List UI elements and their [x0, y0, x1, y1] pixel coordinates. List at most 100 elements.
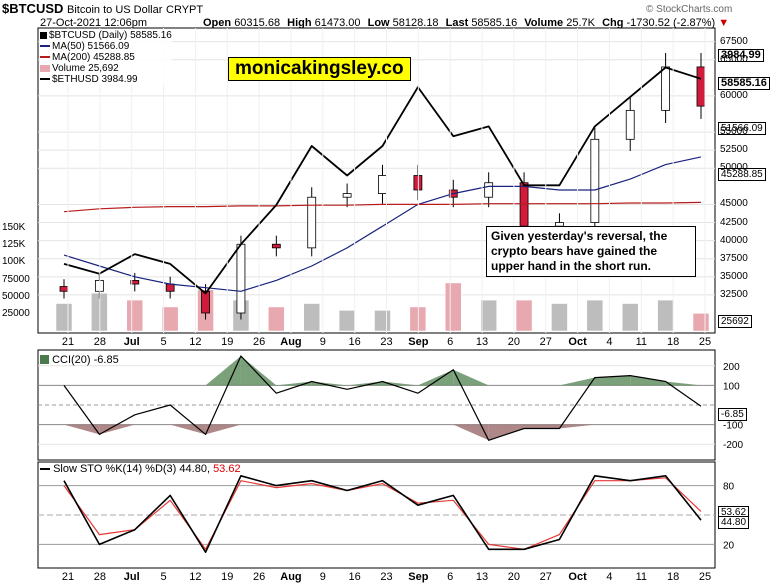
volume-bar	[338, 310, 356, 332]
last-value: 58585.16	[471, 17, 518, 29]
cci-overbought-area	[311, 381, 348, 386]
price-tick-label: 37500	[720, 252, 748, 264]
price-tick-label: 40000	[720, 234, 748, 246]
price-panel-frame	[37, 27, 716, 334]
cci-area-icon	[40, 355, 49, 364]
quote-date: 27-Oct-2021 12:06pm	[40, 17, 148, 29]
high-value: 61473.00	[314, 17, 361, 29]
candle-body	[590, 138, 600, 223]
cci-overbought-area	[665, 381, 701, 386]
date-tick-label-bottom: 18	[667, 571, 679, 583]
candle-body	[661, 66, 671, 111]
cci-oversold-area	[524, 424, 560, 429]
volume-bar	[374, 310, 391, 332]
eth-price-box: 3984.99	[718, 49, 764, 62]
candle-body	[59, 286, 69, 292]
cci-overbought-area	[630, 375, 666, 386]
brand-label: monicakingsley.co	[228, 57, 411, 81]
candle-body	[342, 193, 352, 198]
volume-tick-label: 50000	[2, 290, 30, 302]
volume-bar	[621, 303, 639, 332]
date-tick-label: 23	[380, 336, 392, 348]
cci-oversold-area	[205, 424, 241, 435]
volume-bar	[55, 303, 73, 332]
price-tick-label: 35000	[720, 270, 748, 282]
date-tick-label: 11	[636, 336, 647, 348]
cci-overbought-area	[594, 375, 631, 386]
date-tick-label: 25	[699, 336, 711, 348]
volume-tick-label: 25000	[2, 307, 30, 319]
cci-oversold-area	[64, 424, 100, 435]
price-tick-label: 52500	[720, 144, 748, 156]
volume-swatch	[40, 64, 50, 72]
date-tick-label-bottom: Sep	[408, 571, 428, 583]
date-tick-label: 21	[62, 336, 74, 348]
last-price-box: 58585.16	[718, 77, 770, 90]
symbol-title: $BTCUSD Bitcoin to US Dollar CRYPT	[2, 2, 203, 17]
date-tick-label: 9	[320, 336, 326, 348]
candle-body	[696, 66, 706, 107]
volume-bar	[303, 303, 320, 332]
date-tick-label: 27	[540, 336, 552, 348]
date-tick-label: 16	[349, 336, 361, 348]
quote-stats: Open 60315.68 High 61473.00 Low 58128.18…	[203, 17, 729, 29]
cci-overbought-area	[559, 377, 595, 386]
date-tick-label-bottom: Oct	[568, 571, 587, 583]
eth-swatch	[40, 78, 50, 81]
cci-oversold-area	[99, 424, 135, 435]
sto-k-box: 44.80	[718, 516, 750, 529]
open-label: Open	[203, 17, 232, 29]
cci-oversold-area	[453, 424, 489, 441]
sto-tick-label: 20	[723, 540, 735, 551]
candle-icon	[40, 31, 47, 39]
volume-tick-label: 150K	[2, 222, 26, 233]
date-tick-label: Aug	[280, 336, 301, 348]
date-tick-label-bottom: 21	[62, 571, 74, 583]
date-tick-label: 13	[476, 336, 488, 348]
volume-bar	[480, 299, 497, 332]
date-tick-label-bottom: Aug	[280, 571, 301, 583]
ma200-swatch	[40, 56, 50, 59]
date-tick-label: Sep	[408, 336, 428, 348]
watermark: © StockCharts.com	[646, 4, 733, 15]
date-tick-label-bottom: Jul	[124, 571, 140, 583]
sto-k-line	[63, 474, 702, 554]
volume-bar	[586, 299, 604, 332]
low-label: Low	[367, 17, 390, 29]
annotation-box: Given yesterday's reversal, the crypto b…	[486, 226, 696, 277]
price-tick-label: 45000	[720, 198, 748, 210]
down-arrow-icon: ▼	[718, 17, 730, 29]
price-tick-label: 42500	[720, 216, 748, 228]
high-label: High	[287, 17, 312, 29]
date-tick-label: 28	[94, 336, 106, 348]
sto-tick-label: 80	[723, 482, 735, 493]
last-label: Last	[445, 17, 469, 29]
date-tick-label-bottom: 20	[508, 571, 520, 583]
chg-label: Chg	[602, 17, 624, 29]
cci-tick-label: 100	[723, 381, 740, 392]
k-line-swatch	[40, 468, 50, 471]
volume-tick-label: 125K	[2, 239, 26, 251]
volume-bar	[126, 299, 144, 332]
date-tick-label-bottom: 13	[476, 571, 488, 583]
cci-tick-label: 200	[723, 362, 740, 373]
sto-title: Slow STO %K(14) %D(3) 44.80, 53.62	[40, 463, 241, 475]
instrument-name: Bitcoin to US Dollar	[67, 4, 163, 16]
date-tick-label: Jul	[124, 336, 140, 348]
date-tick-label-bottom: 4	[606, 571, 612, 583]
candle-body	[307, 196, 317, 249]
candle-body	[236, 243, 246, 314]
volume-bar	[551, 303, 568, 332]
volume-tick-label: 75000	[2, 273, 30, 285]
volume-bar	[692, 313, 710, 332]
cci-title: CCI(20) -6.85	[40, 354, 119, 366]
volume-bar	[161, 306, 179, 332]
price-tick-label: 60000	[720, 89, 748, 101]
cci-oversold-area	[488, 424, 525, 441]
legend-eth: $ETHUSD 3984.99	[40, 74, 172, 85]
legend: $BTCUSD (Daily) 58585.16 MA(50) 51566.09…	[40, 30, 172, 85]
cci-tick-label: -200	[723, 440, 743, 451]
date-tick-label: 18	[667, 336, 679, 348]
volume-tick-label: 100K	[2, 256, 26, 268]
